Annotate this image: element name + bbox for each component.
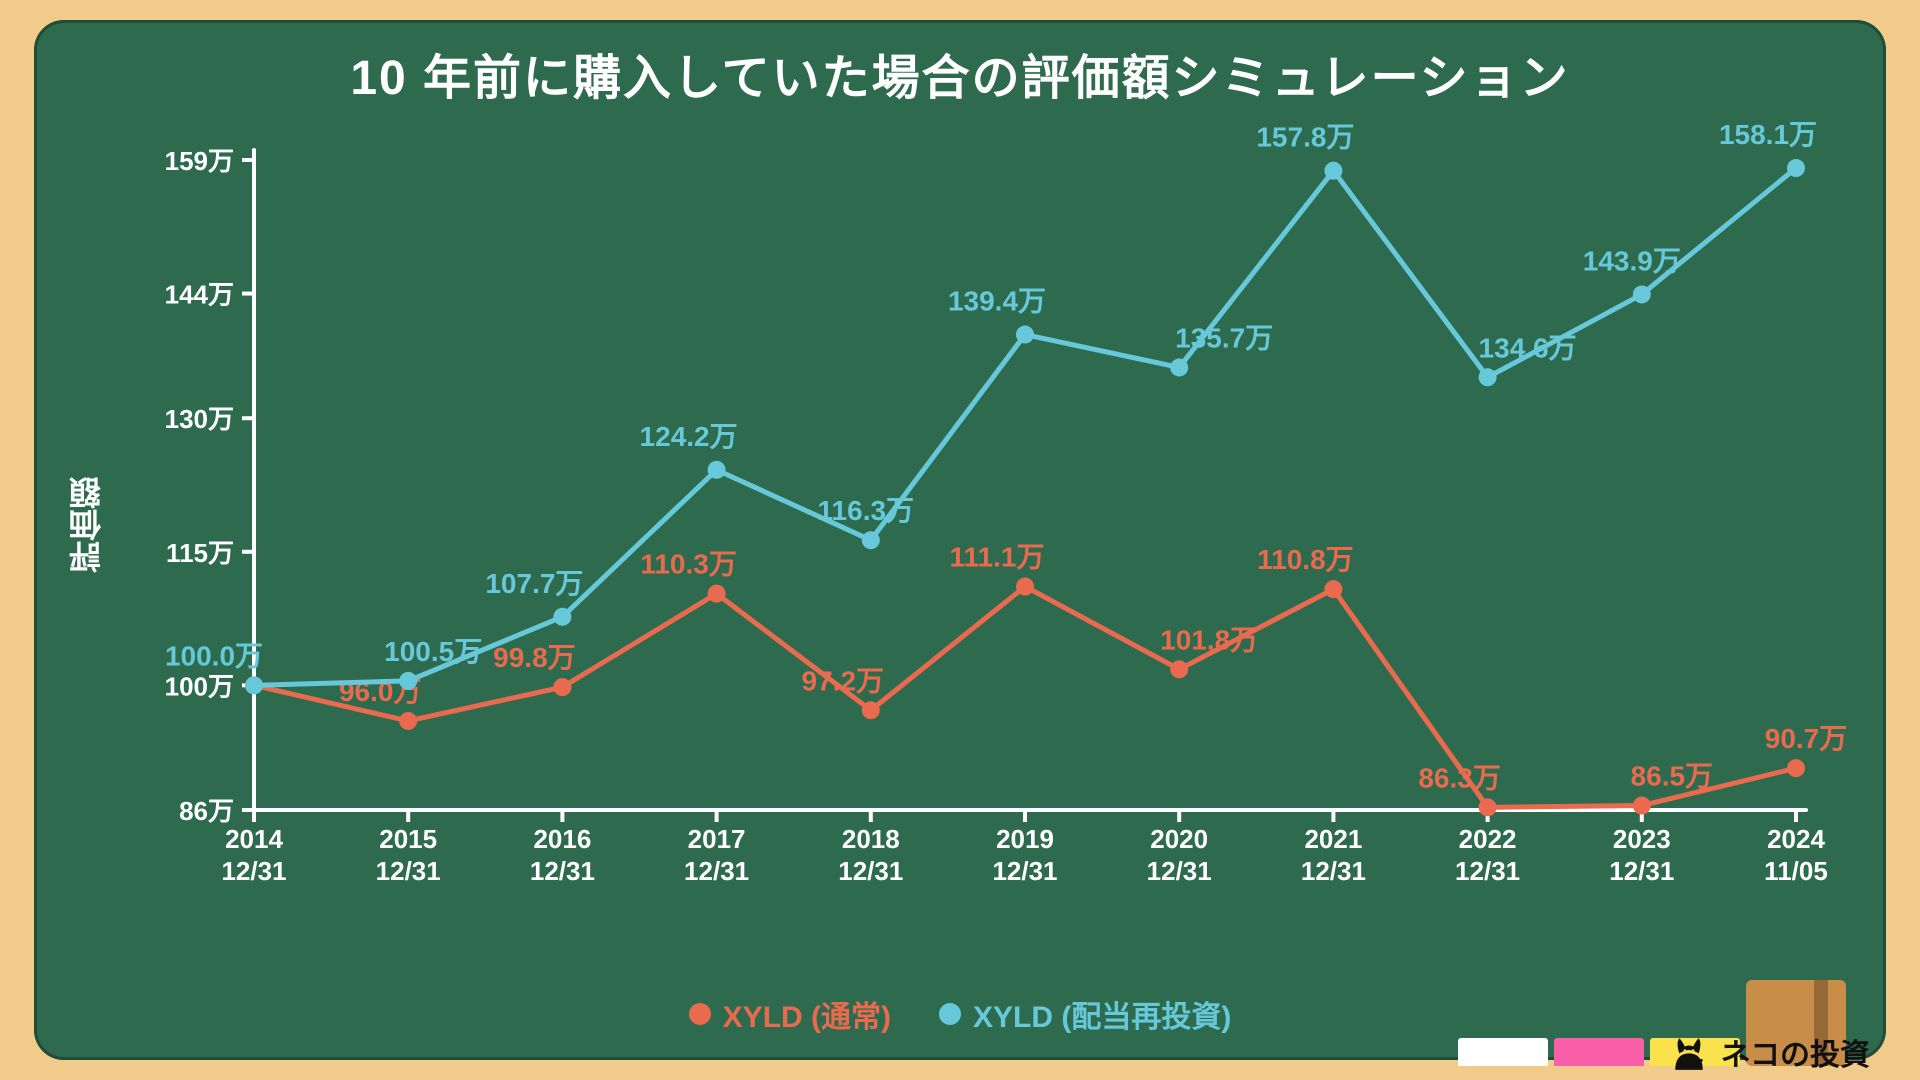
x-tick-label: 2023 <box>1613 824 1671 854</box>
value-label: 139.4万 <box>948 286 1046 317</box>
legend-label: XYLD (通常) <box>723 992 891 1036</box>
x-tick-label: 2019 <box>996 824 1054 854</box>
x-tick-label: 2018 <box>842 824 900 854</box>
legend-item: XYLD (配当再投資) <box>939 992 1231 1036</box>
chart-area: 評価額 86万100万115万130万144万159万201412/312015… <box>124 130 1826 900</box>
value-label: 134.6万 <box>1479 332 1577 363</box>
chalk-block <box>1554 1038 1644 1066</box>
value-label: 157.8万 <box>1256 122 1354 153</box>
series-marker <box>1633 797 1651 815</box>
x-tick-label: 2016 <box>533 824 591 854</box>
y-tick-label: 130万 <box>165 404 234 434</box>
series-marker <box>862 531 880 549</box>
series-marker <box>553 608 571 626</box>
cat-icon <box>1667 1030 1711 1074</box>
series-marker <box>862 701 880 719</box>
y-tick-label: 115万 <box>166 538 234 568</box>
x-tick-label: 2021 <box>1304 824 1362 854</box>
value-label: 107.7万 <box>485 568 583 599</box>
value-label: 110.3万 <box>640 549 737 580</box>
value-label: 90.7万 <box>1765 723 1848 754</box>
x-tick-sublabel: 12/31 <box>221 856 286 886</box>
outer-frame: 10 年前に購入していた場合の評価額シミュレーション 評価額 86万 100万 11… <box>0 0 1920 1080</box>
series-marker <box>399 672 417 690</box>
series-marker <box>1633 285 1651 303</box>
chart-title: 10 年前に購入していた場合の評価額シミュレーション <box>34 38 1886 108</box>
x-tick-label: 2022 <box>1459 824 1517 854</box>
x-tick-sublabel: 12/31 <box>1609 856 1674 886</box>
legend-label: XYLD (配当再投資) <box>973 992 1231 1036</box>
x-tick-sublabel: 12/31 <box>376 856 441 886</box>
series-marker <box>1170 358 1188 376</box>
x-tick-sublabel: 12/31 <box>992 856 1057 886</box>
legend-marker <box>939 1003 961 1025</box>
series-marker <box>708 585 726 603</box>
x-tick-sublabel: 12/31 <box>530 856 595 886</box>
value-label: 99.8万 <box>493 642 576 673</box>
value-label: 116.3万 <box>818 495 915 526</box>
y-axis-label: 評価額 <box>64 477 110 573</box>
x-tick-label: 2015 <box>379 824 437 854</box>
chalk-block <box>1458 1038 1548 1066</box>
x-tick-sublabel: 12/31 <box>684 856 749 886</box>
value-label: 100.5万 <box>384 636 482 667</box>
value-label: 110.8万 <box>1257 544 1354 575</box>
value-label: 97.2万 <box>802 665 885 696</box>
series-marker <box>1170 660 1188 678</box>
y-tick-label: 100万 <box>165 671 234 701</box>
series-marker <box>1324 162 1342 180</box>
x-tick-label: 2017 <box>688 824 746 854</box>
x-tick-label: 2024 <box>1767 824 1825 854</box>
series-marker <box>708 461 726 479</box>
x-tick-sublabel: 11/05 <box>1764 856 1828 886</box>
value-label: 100.0万 <box>165 640 263 671</box>
value-label: 86.5万 <box>1631 761 1714 792</box>
series-marker <box>1479 798 1497 816</box>
value-label: 158.1万 <box>1719 119 1817 150</box>
chalkboard: 10 年前に購入していた場合の評価額シミュレーション 評価額 86万 100万 11… <box>34 20 1886 1060</box>
x-tick-label: 2020 <box>1150 824 1208 854</box>
chart-svg: 86万100万115万130万144万159万201412/31201512/3… <box>124 130 1826 900</box>
value-label: 143.9万 <box>1583 245 1681 276</box>
value-label: 124.2万 <box>640 421 738 452</box>
x-tick-sublabel: 12/31 <box>1455 856 1520 886</box>
legend-marker <box>689 1003 711 1025</box>
series-line <box>254 168 1796 685</box>
x-tick-sublabel: 12/31 <box>1147 856 1212 886</box>
series-marker <box>399 712 417 730</box>
series-marker <box>245 676 263 694</box>
series-marker <box>1787 759 1805 777</box>
series-marker <box>1016 578 1034 596</box>
value-label: 86.3万 <box>1418 762 1501 793</box>
signature: ネコの投資 <box>1667 1030 1870 1074</box>
x-tick-label: 2014 <box>225 824 283 854</box>
series-marker <box>553 678 571 696</box>
value-label: 135.7万 <box>1175 322 1273 353</box>
value-label: 111.1万 <box>950 542 1045 573</box>
series-marker <box>1324 580 1342 598</box>
value-label: 101.8万 <box>1160 624 1258 655</box>
y-tick-label: 86万 <box>179 796 234 826</box>
series-line <box>254 587 1796 808</box>
y-tick-label: 144万 <box>165 280 234 310</box>
signature-text: ネコの投資 <box>1721 1030 1870 1074</box>
x-tick-sublabel: 12/31 <box>838 856 903 886</box>
y-tick-label: 159万 <box>165 146 234 176</box>
legend-item: XYLD (通常) <box>689 992 891 1036</box>
x-tick-sublabel: 12/31 <box>1301 856 1366 886</box>
series-marker <box>1787 159 1805 177</box>
series-marker <box>1479 368 1497 386</box>
series-marker <box>1016 326 1034 344</box>
